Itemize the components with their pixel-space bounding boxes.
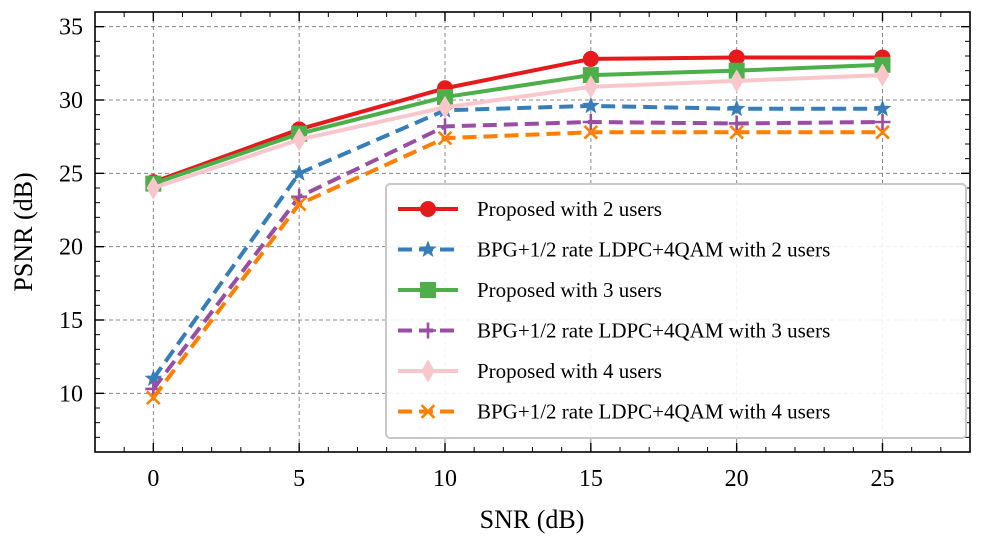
legend-box — [385, 183, 967, 439]
y-tick-label: 35 — [59, 15, 83, 41]
series-line — [152, 73, 883, 190]
data-point-marker — [584, 75, 598, 99]
series-line — [152, 55, 883, 185]
data-point-marker — [437, 118, 453, 135]
data-point-marker — [728, 49, 745, 66]
data-point-marker — [875, 63, 890, 87]
y-tick-label: 15 — [59, 308, 83, 334]
data-point-marker — [290, 164, 308, 181]
data-point-marker — [438, 95, 452, 119]
data-point-marker — [582, 67, 599, 84]
legend-label: Proposed with 3 users — [477, 278, 662, 302]
legend-swatch-marker — [420, 404, 436, 419]
series-line — [152, 62, 883, 186]
series-line — [151, 130, 883, 399]
data-point-marker — [728, 115, 745, 132]
series-4 — [145, 114, 891, 397]
data-point-marker — [437, 130, 453, 146]
x-tick-label: 20 — [725, 466, 749, 492]
legend-swatch-marker — [419, 240, 437, 257]
y-tick-label: 10 — [59, 381, 83, 407]
y-tick-label: 25 — [59, 161, 83, 187]
data-point-marker — [727, 99, 746, 117]
data-point-marker — [146, 176, 161, 200]
legend-swatch-marker — [420, 201, 436, 217]
legend-label: BPG+1/2 rate LDPC+4QAM with 4 users — [477, 400, 830, 424]
legend-entry: Proposed with 4 users — [398, 359, 662, 383]
x-tick-label: 0 — [147, 466, 159, 492]
legend-label: BPG+1/2 rate LDPC+4QAM with 3 users — [477, 319, 830, 343]
legend-swatch-marker — [420, 282, 436, 298]
series-line — [151, 120, 883, 391]
x-axis-label: SNR (dB) — [480, 505, 585, 534]
y-tick-label: 20 — [59, 235, 83, 261]
y-tick-label: 30 — [59, 88, 83, 114]
data-point-marker — [144, 369, 163, 387]
data-point-marker — [729, 69, 744, 93]
data-point-marker — [146, 390, 161, 406]
legend-entry: Proposed with 3 users — [398, 278, 662, 302]
data-point-marker — [292, 128, 306, 152]
series-5 — [146, 63, 890, 200]
legend-entry: BPG+1/2 rate LDPC+4QAM with 3 users — [398, 319, 830, 343]
data-point-marker — [874, 114, 891, 130]
legend-label: BPG+1/2 rate LDPC+4QAM with 2 users — [477, 238, 830, 262]
y-axis-label: PSNR (dB) — [9, 172, 38, 291]
x-tick-label: 25 — [871, 466, 895, 492]
legend: Proposed with 2 users BPG+1/2 rate LDPC+4… — [385, 183, 967, 439]
data-point-marker — [582, 114, 599, 130]
data-point-marker — [291, 196, 307, 212]
legend-entry: BPG+1/2 rate LDPC+4QAM with 4 users — [398, 400, 830, 424]
data-point-marker — [582, 50, 599, 67]
data-point-marker — [582, 96, 600, 114]
x-tick-label: 5 — [293, 466, 305, 492]
legend-entry: Proposed with 2 users — [398, 197, 662, 221]
series-line — [151, 103, 883, 380]
data-point-marker — [729, 124, 744, 140]
legend-label: Proposed with 4 users — [477, 359, 662, 383]
x-tick-label: 15 — [579, 466, 603, 492]
legend-entry: BPG+1/2 rate LDPC+4QAM with 2 users — [398, 238, 830, 262]
legend-swatch-marker — [420, 322, 436, 339]
data-point-marker — [875, 124, 890, 140]
series-lines — [144, 49, 892, 406]
x-tick-label: 10 — [433, 466, 457, 492]
data-point-marker — [873, 99, 892, 117]
legend-swatch-marker — [421, 359, 435, 383]
data-point-marker — [583, 124, 599, 140]
legend-label: Proposed with 2 users — [477, 197, 662, 221]
series-6 — [146, 124, 890, 406]
